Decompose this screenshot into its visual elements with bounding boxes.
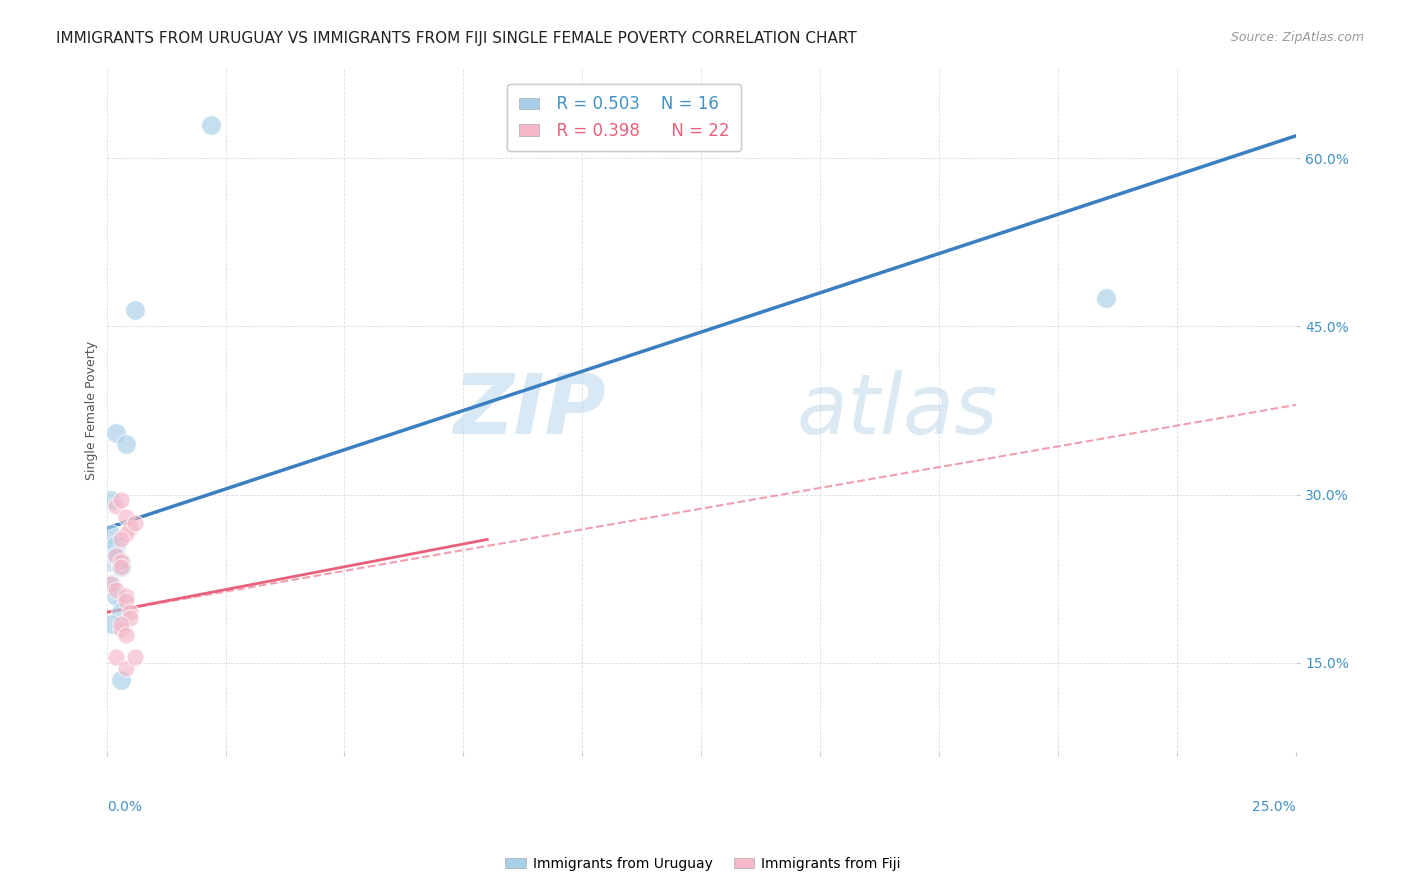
Text: atlas: atlas bbox=[796, 370, 998, 451]
Point bbox=[100, 493, 122, 508]
Y-axis label: Single Female Poverty: Single Female Poverty bbox=[86, 341, 98, 480]
Point bbox=[110, 493, 132, 508]
Point bbox=[124, 650, 146, 665]
Point bbox=[105, 499, 128, 513]
Point bbox=[110, 605, 132, 619]
Point bbox=[110, 555, 132, 569]
Point bbox=[114, 661, 136, 675]
Point bbox=[105, 650, 128, 665]
Point bbox=[105, 425, 128, 440]
Point bbox=[100, 616, 122, 631]
Point bbox=[110, 560, 132, 574]
Point bbox=[100, 526, 122, 541]
Point bbox=[114, 437, 136, 451]
Point bbox=[100, 577, 122, 591]
Point bbox=[110, 622, 132, 636]
Point bbox=[120, 605, 142, 619]
Point bbox=[105, 538, 128, 552]
Point bbox=[200, 118, 222, 132]
Point bbox=[114, 526, 136, 541]
Text: ZIP: ZIP bbox=[454, 370, 606, 451]
Point bbox=[110, 673, 132, 687]
Point bbox=[114, 589, 136, 603]
Point bbox=[110, 560, 132, 574]
Point bbox=[114, 594, 136, 608]
Point bbox=[105, 549, 128, 564]
Text: 25.0%: 25.0% bbox=[1253, 800, 1296, 814]
Point bbox=[114, 628, 136, 642]
Point bbox=[110, 555, 132, 569]
Point bbox=[105, 589, 128, 603]
Point bbox=[100, 577, 122, 591]
Point bbox=[110, 616, 132, 631]
Legend:   R = 0.503    N = 16,   R = 0.398      N = 22: R = 0.503 N = 16, R = 0.398 N = 22 bbox=[508, 84, 741, 152]
Text: 0.0%: 0.0% bbox=[107, 800, 142, 814]
Point bbox=[124, 302, 146, 317]
Point bbox=[98, 549, 121, 564]
Legend: Immigrants from Uruguay, Immigrants from Fiji: Immigrants from Uruguay, Immigrants from… bbox=[499, 851, 907, 876]
Point bbox=[110, 533, 132, 547]
Point bbox=[1094, 292, 1116, 306]
Point bbox=[120, 611, 142, 625]
Point bbox=[105, 582, 128, 597]
Text: Source: ZipAtlas.com: Source: ZipAtlas.com bbox=[1230, 31, 1364, 45]
Point bbox=[114, 510, 136, 524]
Point bbox=[120, 521, 142, 535]
Point bbox=[105, 549, 128, 564]
Text: IMMIGRANTS FROM URUGUAY VS IMMIGRANTS FROM FIJI SINGLE FEMALE POVERTY CORRELATIO: IMMIGRANTS FROM URUGUAY VS IMMIGRANTS FR… bbox=[56, 31, 858, 46]
Point bbox=[124, 516, 146, 530]
